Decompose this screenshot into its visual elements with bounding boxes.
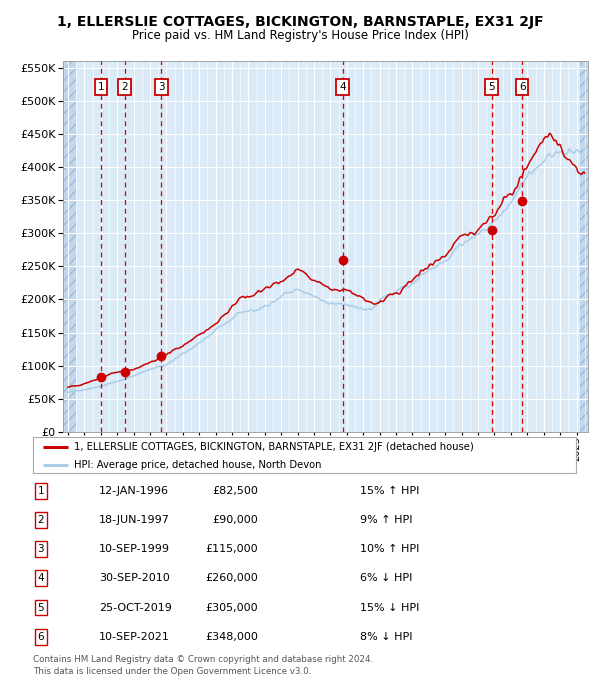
Text: Contains HM Land Registry data © Crown copyright and database right 2024.: Contains HM Land Registry data © Crown c… bbox=[33, 655, 373, 664]
Text: 3: 3 bbox=[158, 82, 164, 92]
Bar bbox=[63, 61, 76, 432]
Text: 1: 1 bbox=[98, 82, 104, 92]
Text: HPI: Average price, detached house, North Devon: HPI: Average price, detached house, Nort… bbox=[74, 460, 321, 470]
Text: 10-SEP-1999: 10-SEP-1999 bbox=[99, 544, 170, 554]
Text: £348,000: £348,000 bbox=[205, 632, 258, 642]
Text: 6: 6 bbox=[519, 82, 526, 92]
Text: £82,500: £82,500 bbox=[212, 486, 258, 496]
Text: 8% ↓ HPI: 8% ↓ HPI bbox=[360, 632, 413, 642]
Text: 1, ELLERSLIE COTTAGES, BICKINGTON, BARNSTAPLE, EX31 2JF: 1, ELLERSLIE COTTAGES, BICKINGTON, BARNS… bbox=[56, 15, 544, 29]
Text: £90,000: £90,000 bbox=[212, 515, 258, 525]
Text: 9% ↑ HPI: 9% ↑ HPI bbox=[360, 515, 413, 525]
Text: This data is licensed under the Open Government Licence v3.0.: This data is licensed under the Open Gov… bbox=[33, 667, 311, 676]
Text: £305,000: £305,000 bbox=[205, 602, 258, 613]
Text: 10% ↑ HPI: 10% ↑ HPI bbox=[360, 544, 419, 554]
Text: 10-SEP-2021: 10-SEP-2021 bbox=[99, 632, 170, 642]
Text: 15% ↓ HPI: 15% ↓ HPI bbox=[360, 602, 419, 613]
Text: 25-OCT-2019: 25-OCT-2019 bbox=[99, 602, 172, 613]
Text: 30-SEP-2010: 30-SEP-2010 bbox=[99, 573, 170, 583]
Text: 2: 2 bbox=[37, 515, 44, 525]
Text: 5: 5 bbox=[37, 602, 44, 613]
Bar bbox=[580, 61, 588, 432]
Text: 2: 2 bbox=[121, 82, 128, 92]
Text: 18-JUN-1997: 18-JUN-1997 bbox=[99, 515, 170, 525]
Text: £260,000: £260,000 bbox=[205, 573, 258, 583]
Text: 4: 4 bbox=[37, 573, 44, 583]
Text: 1: 1 bbox=[37, 486, 44, 496]
Text: 6: 6 bbox=[37, 632, 44, 642]
Text: 1, ELLERSLIE COTTAGES, BICKINGTON, BARNSTAPLE, EX31 2JF (detached house): 1, ELLERSLIE COTTAGES, BICKINGTON, BARNS… bbox=[74, 442, 473, 452]
Text: 12-JAN-1996: 12-JAN-1996 bbox=[99, 486, 169, 496]
Text: 3: 3 bbox=[37, 544, 44, 554]
Text: 6% ↓ HPI: 6% ↓ HPI bbox=[360, 573, 412, 583]
Text: 15% ↑ HPI: 15% ↑ HPI bbox=[360, 486, 419, 496]
Text: £115,000: £115,000 bbox=[205, 544, 258, 554]
Text: 4: 4 bbox=[340, 82, 346, 92]
Text: Price paid vs. HM Land Registry's House Price Index (HPI): Price paid vs. HM Land Registry's House … bbox=[131, 29, 469, 41]
Text: 5: 5 bbox=[488, 82, 495, 92]
